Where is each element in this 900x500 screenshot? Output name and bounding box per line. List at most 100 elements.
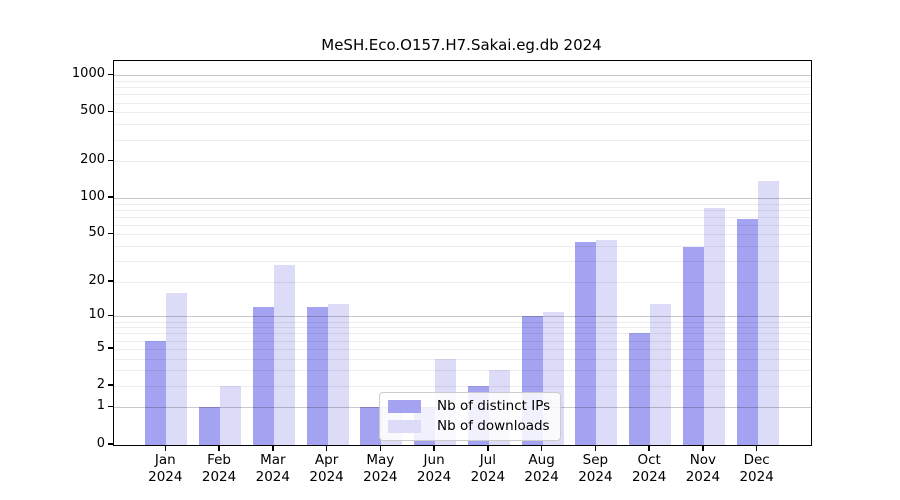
x-tick-month: May bbox=[366, 452, 395, 468]
gridline-minor-500 bbox=[114, 112, 811, 114]
legend: Nb of distinct IPs Nb of downloads bbox=[379, 392, 562, 441]
y-tick-label-0: 0 bbox=[96, 435, 105, 451]
y-tick-200 bbox=[108, 159, 113, 162]
y-tick-10 bbox=[108, 314, 113, 317]
x-tick-year: 2024 bbox=[470, 469, 506, 485]
y-tick-label-5: 5 bbox=[96, 339, 105, 355]
y-tick-label-20: 20 bbox=[88, 272, 105, 288]
x-tick-label-dec: Dec 2024 bbox=[727, 452, 787, 486]
x-tick-apr bbox=[325, 445, 328, 451]
x-tick-feb bbox=[218, 445, 220, 451]
x-tick-month: Dec bbox=[743, 452, 770, 468]
legend-swatch-distinct-ips bbox=[388, 399, 421, 413]
y-tick-label-1: 1 bbox=[96, 398, 105, 414]
x-tick-jul bbox=[487, 445, 489, 451]
y-tick-label-1000: 1000 bbox=[71, 66, 105, 82]
x-tick-year: 2024 bbox=[631, 469, 667, 485]
bar-may-distinct-ips bbox=[360, 407, 382, 445]
x-tick-month: Oct bbox=[637, 452, 661, 468]
x-tick-year: 2024 bbox=[578, 469, 613, 485]
bar-apr-downloads bbox=[327, 303, 349, 445]
bar-dec-downloads bbox=[757, 180, 779, 445]
y-tick-20 bbox=[108, 280, 113, 282]
legend-label-distinct-ips: Nb of distinct IPs bbox=[437, 398, 551, 414]
y-tick-500 bbox=[108, 110, 113, 113]
x-tick-month: Nov bbox=[689, 452, 717, 468]
gridline-minor-90 bbox=[114, 203, 811, 205]
x-tick-label-sep: Sep 2024 bbox=[565, 452, 625, 486]
gridline-minor-900 bbox=[114, 81, 811, 83]
bar-feb-downloads bbox=[220, 385, 242, 445]
x-tick-mar bbox=[272, 445, 274, 451]
x-tick-oct bbox=[648, 445, 650, 451]
x-tick-label-nov: Nov 2024 bbox=[673, 452, 733, 486]
x-tick-label-feb: Feb 2024 bbox=[189, 452, 249, 486]
x-tick-jun bbox=[433, 445, 435, 451]
bar-jan-distinct-ips bbox=[145, 340, 167, 445]
x-tick-month: Jan bbox=[154, 452, 176, 468]
x-tick-year: 2024 bbox=[148, 469, 183, 485]
gridline-minor-800 bbox=[114, 87, 811, 89]
bar-nov-distinct-ips bbox=[682, 247, 704, 445]
x-tick-label-jun: Jun 2024 bbox=[404, 452, 464, 486]
gridline-major-1000 bbox=[114, 75, 811, 77]
x-tick-label-oct: Oct 2024 bbox=[619, 452, 679, 486]
x-tick-aug bbox=[540, 445, 543, 451]
y-tick-1000 bbox=[108, 73, 113, 76]
bar-feb-distinct-ips bbox=[199, 407, 221, 445]
bar-oct-distinct-ips bbox=[629, 333, 651, 445]
x-tick-year: 2024 bbox=[201, 469, 237, 485]
gridline-major-100 bbox=[114, 197, 811, 199]
y-tick-label-2: 2 bbox=[96, 376, 105, 392]
x-tick-month: Jun bbox=[423, 452, 445, 468]
y-tick-0 bbox=[108, 443, 113, 445]
bar-mar-distinct-ips bbox=[252, 307, 274, 445]
x-tick-jan bbox=[164, 445, 167, 451]
y-tick-label-10: 10 bbox=[88, 307, 105, 323]
y-tick-100 bbox=[108, 196, 113, 198]
legend-item-downloads: Nb of downloads bbox=[388, 418, 550, 434]
y-tick-5 bbox=[108, 347, 113, 349]
chart-title: MeSH.Eco.O157.H7.Sakai.eg.db 2024 bbox=[321, 36, 602, 54]
bar-mar-downloads bbox=[273, 264, 295, 445]
x-tick-year: 2024 bbox=[416, 469, 452, 485]
gridline-minor-400 bbox=[114, 124, 811, 126]
gridline-minor-200 bbox=[114, 161, 811, 163]
x-tick-month: Sep bbox=[582, 452, 609, 468]
gridline-minor-700 bbox=[114, 94, 811, 96]
x-tick-year: 2024 bbox=[524, 469, 559, 485]
y-tick-label-200: 200 bbox=[80, 152, 105, 168]
bar-nov-downloads bbox=[703, 208, 725, 445]
bar-apr-distinct-ips bbox=[306, 307, 328, 445]
gridline-minor-300 bbox=[114, 139, 811, 141]
bar-sep-downloads bbox=[596, 239, 618, 445]
x-tick-may bbox=[379, 445, 382, 451]
legend-item-distinct-ips: Nb of distinct IPs bbox=[388, 398, 550, 414]
x-tick-month: Aug bbox=[528, 452, 555, 468]
x-tick-label-may: May 2024 bbox=[350, 452, 410, 486]
x-tick-label-jan: Jan 2024 bbox=[135, 452, 195, 486]
y-tick-label-500: 500 bbox=[80, 103, 105, 119]
bar-jan-downloads bbox=[166, 293, 188, 445]
legend-label-downloads: Nb of downloads bbox=[437, 418, 550, 434]
x-tick-year: 2024 bbox=[309, 469, 344, 485]
bar-oct-downloads bbox=[650, 303, 672, 445]
y-tick-2 bbox=[108, 384, 113, 386]
x-tick-label-jul: Jul 2024 bbox=[458, 452, 518, 486]
x-tick-month: Mar bbox=[260, 452, 286, 468]
y-tick-label-100: 100 bbox=[80, 188, 105, 204]
x-tick-year: 2024 bbox=[255, 469, 290, 485]
x-tick-sep bbox=[594, 445, 597, 451]
plot-area: Nb of distinct IPs Nb of downloads bbox=[113, 60, 812, 446]
legend-swatch-downloads bbox=[388, 419, 421, 433]
gridline-minor-600 bbox=[114, 102, 811, 104]
x-tick-year: 2024 bbox=[739, 469, 774, 485]
x-tick-month: Jul bbox=[479, 452, 496, 468]
x-tick-dec bbox=[755, 445, 758, 451]
x-tick-month: Apr bbox=[314, 452, 339, 468]
x-tick-label-mar: Mar 2024 bbox=[243, 452, 303, 486]
x-tick-label-aug: Aug 2024 bbox=[512, 452, 572, 486]
y-tick-label-50: 50 bbox=[88, 225, 105, 241]
y-tick-1 bbox=[108, 405, 113, 408]
